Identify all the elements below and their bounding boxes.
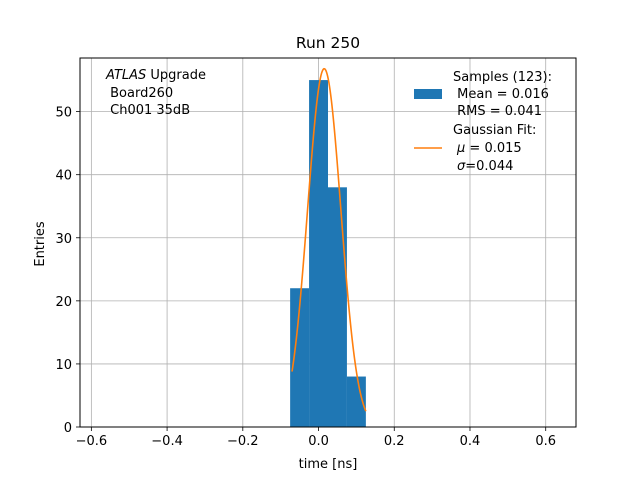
annotation-line-2: Board260: [106, 86, 173, 101]
fit-layer: [291, 67, 367, 412]
histogram-bar: [346, 376, 366, 427]
chart-title: Run 250: [296, 34, 360, 52]
y-tick-label: 0: [64, 421, 72, 436]
annotation-line-3: Ch001 35dB: [106, 103, 190, 118]
legend-histogram-title: Samples (123):: [453, 70, 552, 85]
histogram-bar: [309, 80, 328, 428]
plot-frame: [79, 57, 577, 428]
histogram-bar: [328, 187, 347, 427]
histogram-bar: [290, 288, 310, 427]
annotation-atlas: ATLAS: [105, 68, 146, 83]
atlas-annotation: ATLAS Upgrade Board260 Ch001 35dB: [105, 68, 206, 118]
legend-fit-title: Gaussian Fit:: [453, 123, 536, 138]
gaussian-fit-curve: [291, 67, 367, 412]
legend: Samples (123): Mean = 0.016 RMS = 0.041 …: [414, 70, 552, 174]
y-tick-label: 50: [55, 106, 72, 121]
y-tick-label: 30: [55, 232, 72, 247]
y-tick-label: 20: [55, 295, 72, 310]
legend-fit-mu-value: = 0.015: [465, 141, 521, 156]
x-tick-label: 0.4: [460, 434, 481, 449]
y-axis-label: Entries: [33, 221, 48, 267]
x-tick-label: −0.2: [227, 434, 259, 449]
annotation-upgrade: Upgrade: [146, 68, 206, 83]
tick-layer: −0.6 −0.4 −0.2 0.0 0.2 0.4 0.6 0 10 20 30 40 50: [55, 106, 556, 449]
legend-fit-sigma-value: =0.044: [465, 159, 513, 174]
bar-layer: [290, 80, 366, 428]
legend-histogram-rms: RMS = 0.041: [453, 104, 542, 119]
x-tick-label: 0.2: [384, 434, 405, 449]
y-tick-label: 40: [55, 169, 72, 184]
x-tick-label: −0.6: [76, 434, 108, 449]
x-tick-label: 0.0: [308, 434, 329, 449]
y-tick-label: 10: [55, 358, 72, 373]
sigma-symbol: σ: [457, 159, 466, 174]
annotation-line-1: ATLAS Upgrade: [105, 68, 206, 83]
mu-symbol: μ: [456, 141, 465, 156]
x-tick-label: −0.4: [151, 434, 183, 449]
x-tick-label: 0.6: [535, 434, 556, 449]
legend-fit-sigma: σ=0.044: [457, 159, 513, 174]
x-axis-label: time [ns]: [299, 457, 358, 472]
legend-histogram-mean: Mean = 0.016: [453, 87, 549, 102]
legend-histogram-swatch: [414, 89, 442, 99]
legend-fit-mu: μ = 0.015: [456, 141, 522, 156]
